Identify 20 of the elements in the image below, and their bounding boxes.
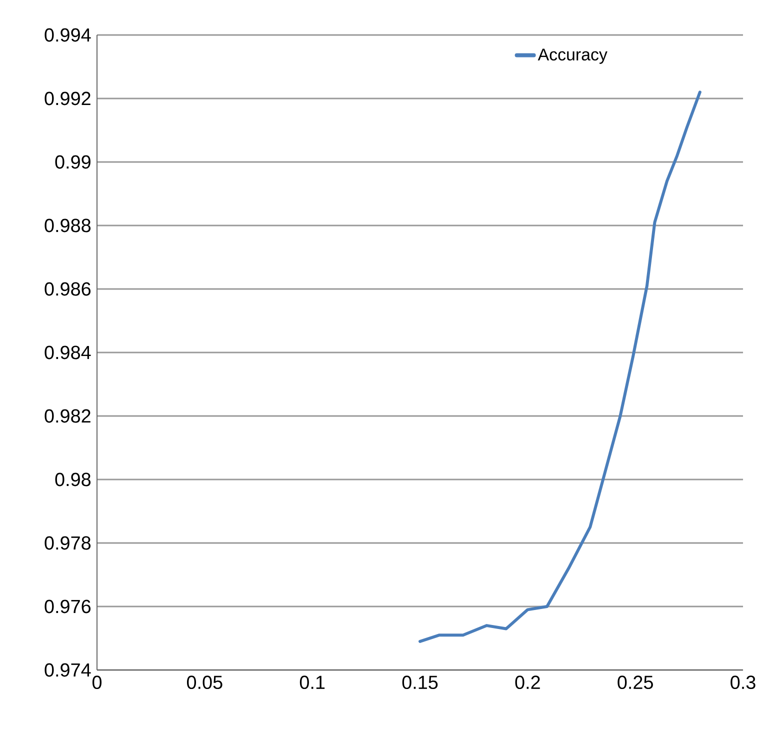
y-tick-label: 0.994	[44, 28, 91, 42]
x-tick-label: 0.1	[300, 676, 325, 690]
y-tick-label: 0.98	[55, 472, 91, 486]
x-tick-label: 0.25	[618, 676, 653, 690]
legend-label: Accuracy	[538, 48, 608, 64]
x-tick-label: 0.3	[730, 676, 756, 690]
y-tick-label: 0.99	[55, 155, 90, 169]
y-tick-label: 0.988	[44, 218, 91, 232]
x-tick-label: 0.05	[186, 676, 222, 690]
y-tick-label: 0.986	[44, 282, 91, 296]
x-tick-label: 0.15	[402, 676, 438, 690]
y-tick-label: 0.978	[44, 536, 91, 550]
y-tick-label: 0.992	[44, 92, 90, 106]
y-tick-label: 0.974	[44, 663, 91, 677]
x-tick-label: 0.2	[515, 676, 540, 690]
y-tick-label: 0.976	[44, 600, 91, 614]
y-tick-label: 0.982	[44, 409, 90, 423]
line-series	[418, 90, 702, 643]
y-tick-label: 0.984	[44, 346, 91, 360]
x-tick-label: 0	[92, 676, 102, 690]
